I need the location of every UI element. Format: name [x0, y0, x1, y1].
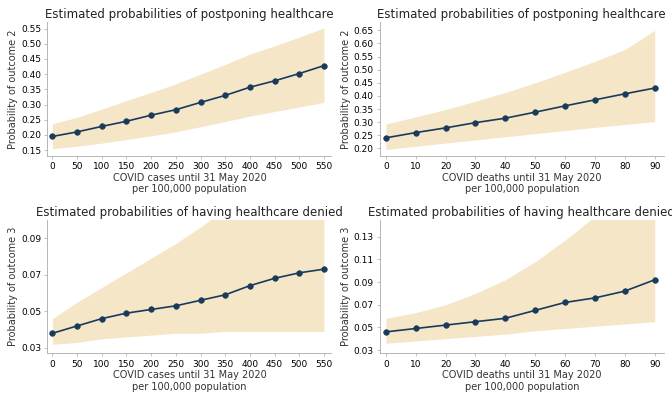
Title: Estimated probabilities of having healthcare denied: Estimated probabilities of having health…	[36, 206, 343, 218]
X-axis label: COVID cases until 31 May 2020
per 100,000 population: COVID cases until 31 May 2020 per 100,00…	[112, 370, 266, 392]
Title: Estimated probabilities of having healthcare denied: Estimated probabilities of having health…	[368, 206, 672, 218]
Y-axis label: Probability of outcome 2: Probability of outcome 2	[341, 30, 351, 149]
X-axis label: COVID deaths until 31 May 2020
per 100,000 population: COVID deaths until 31 May 2020 per 100,0…	[442, 173, 601, 194]
Title: Estimated probabilities of postponing healthcare: Estimated probabilities of postponing he…	[378, 8, 666, 21]
Y-axis label: Probability of outcome 3: Probability of outcome 3	[8, 227, 18, 346]
Y-axis label: Probability of outcome 2: Probability of outcome 2	[8, 30, 18, 149]
Y-axis label: Probability of outcome 3: Probability of outcome 3	[341, 227, 351, 346]
X-axis label: COVID cases until 31 May 2020
per 100,000 population: COVID cases until 31 May 2020 per 100,00…	[112, 173, 266, 194]
X-axis label: COVID deaths until 31 May 2020
per 100,000 population: COVID deaths until 31 May 2020 per 100,0…	[442, 370, 601, 392]
Title: Estimated probabilities of postponing healthcare: Estimated probabilities of postponing he…	[45, 8, 334, 21]
